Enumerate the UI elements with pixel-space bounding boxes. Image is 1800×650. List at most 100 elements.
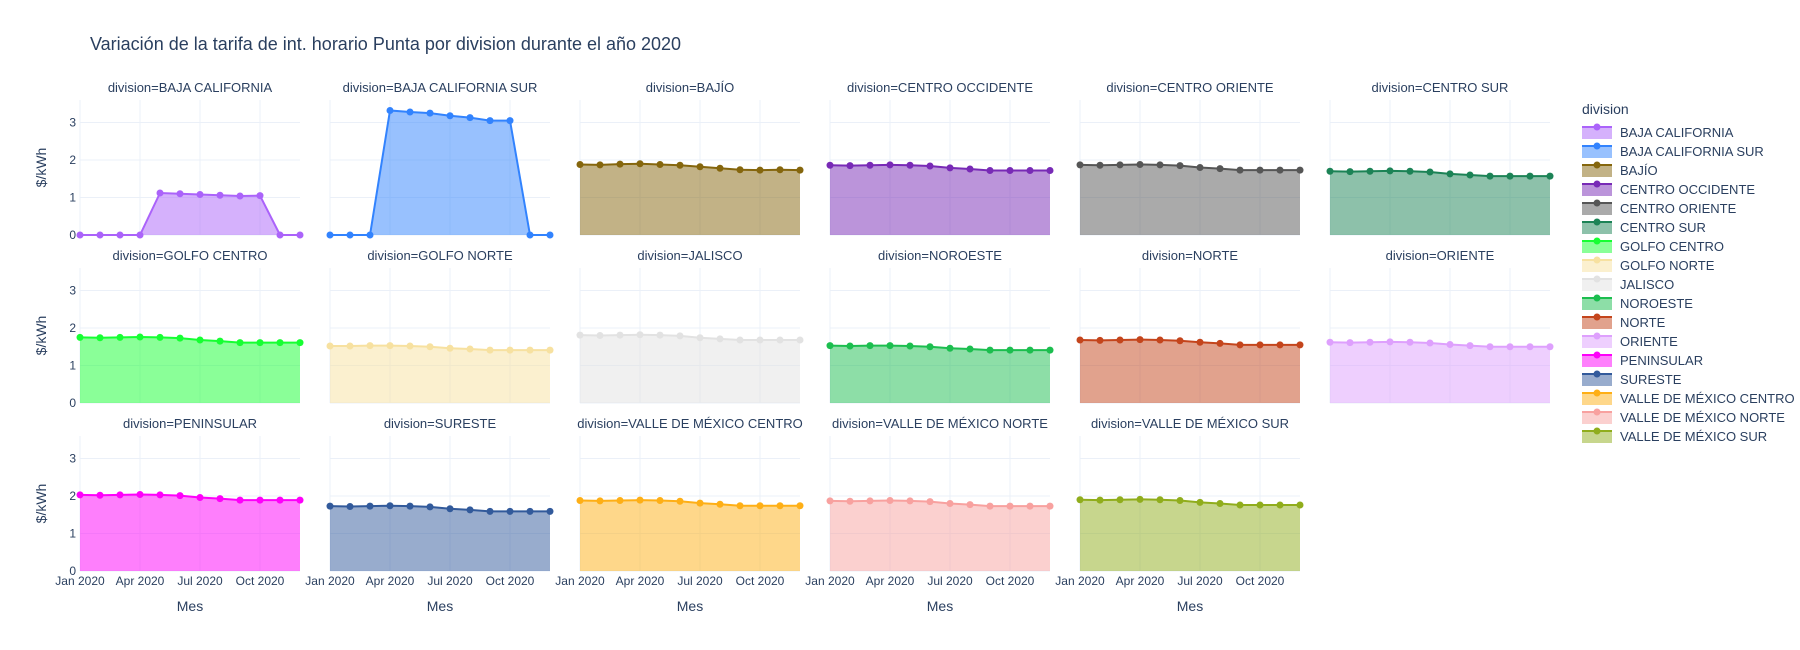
- data-point[interactable]: [696, 163, 704, 171]
- data-point[interactable]: [506, 507, 514, 515]
- data-point[interactable]: [196, 336, 204, 344]
- data-point[interactable]: [296, 231, 304, 239]
- data-point[interactable]: [1276, 166, 1284, 174]
- data-point[interactable]: [1346, 339, 1354, 347]
- data-point[interactable]: [926, 162, 934, 170]
- data-point[interactable]: [1196, 164, 1204, 171]
- data-point[interactable]: [656, 161, 664, 168]
- data-point[interactable]: [1046, 502, 1054, 510]
- data-point[interactable]: [366, 502, 374, 510]
- data-point[interactable]: [1216, 339, 1224, 347]
- data-point[interactable]: [466, 345, 474, 353]
- data-point[interactable]: [826, 161, 834, 169]
- data-point[interactable]: [656, 331, 664, 339]
- data-point[interactable]: [1046, 167, 1054, 174]
- data-point[interactable]: [656, 497, 664, 504]
- data-point[interactable]: [156, 189, 164, 197]
- data-point[interactable]: [486, 507, 494, 515]
- data-point[interactable]: [1526, 172, 1534, 180]
- data-point[interactable]: [1486, 172, 1494, 180]
- legend-item[interactable]: VALLE DE MÉXICO NORTE: [1582, 408, 1785, 426]
- data-point[interactable]: [1426, 339, 1434, 347]
- legend-item[interactable]: BAJÍO: [1582, 161, 1658, 179]
- data-point[interactable]: [1116, 161, 1124, 169]
- data-point[interactable]: [966, 345, 974, 353]
- data-point[interactable]: [986, 502, 994, 510]
- data-point[interactable]: [946, 344, 954, 352]
- data-point[interactable]: [1176, 162, 1184, 170]
- data-point[interactable]: [176, 492, 184, 500]
- data-point[interactable]: [866, 497, 874, 505]
- data-point[interactable]: [156, 333, 164, 341]
- legend-item[interactable]: PENINSULAR: [1582, 351, 1703, 369]
- legend-item[interactable]: JALISCO: [1582, 275, 1674, 293]
- data-point[interactable]: [136, 231, 144, 239]
- data-point[interactable]: [386, 342, 394, 350]
- data-point[interactable]: [1326, 167, 1334, 175]
- data-point[interactable]: [116, 491, 124, 499]
- data-point[interactable]: [776, 166, 784, 174]
- data-point[interactable]: [1386, 167, 1394, 175]
- data-point[interactable]: [506, 117, 514, 125]
- data-point[interactable]: [426, 343, 434, 351]
- data-point[interactable]: [1546, 172, 1554, 180]
- data-point[interactable]: [276, 231, 284, 239]
- data-point[interactable]: [216, 191, 224, 199]
- data-point[interactable]: [696, 499, 704, 507]
- data-point[interactable]: [1486, 343, 1494, 351]
- legend-item[interactable]: CENTRO ORIENTE: [1582, 199, 1737, 217]
- legend-item[interactable]: BAJA CALIFORNIA: [1582, 123, 1734, 141]
- data-point[interactable]: [1176, 497, 1184, 504]
- data-point[interactable]: [526, 507, 534, 515]
- data-point[interactable]: [1196, 338, 1204, 346]
- data-point[interactable]: [776, 336, 784, 344]
- data-point[interactable]: [716, 164, 724, 172]
- data-point[interactable]: [1156, 496, 1164, 504]
- legend-item[interactable]: GOLFO NORTE: [1582, 256, 1715, 274]
- data-point[interactable]: [1096, 336, 1104, 344]
- data-point[interactable]: [1096, 496, 1104, 504]
- data-point[interactable]: [1426, 168, 1434, 176]
- data-point[interactable]: [1506, 172, 1514, 180]
- data-point[interactable]: [386, 502, 394, 510]
- data-point[interactable]: [716, 500, 724, 508]
- data-point[interactable]: [1136, 495, 1144, 503]
- data-point[interactable]: [1046, 346, 1054, 354]
- data-point[interactable]: [1256, 501, 1264, 509]
- data-point[interactable]: [546, 346, 554, 354]
- data-point[interactable]: [1026, 346, 1034, 354]
- data-point[interactable]: [1296, 501, 1304, 509]
- data-point[interactable]: [1466, 342, 1474, 350]
- data-point[interactable]: [1466, 171, 1474, 179]
- data-point[interactable]: [76, 231, 84, 239]
- legend-item[interactable]: GOLFO CENTRO: [1582, 237, 1724, 255]
- data-point[interactable]: [886, 161, 894, 169]
- data-point[interactable]: [636, 160, 644, 168]
- data-point[interactable]: [136, 491, 144, 498]
- data-point[interactable]: [946, 164, 954, 172]
- data-point[interactable]: [1506, 343, 1514, 351]
- data-point[interactable]: [596, 161, 604, 169]
- data-point[interactable]: [736, 502, 744, 510]
- data-point[interactable]: [636, 331, 644, 339]
- data-point[interactable]: [826, 342, 834, 350]
- data-point[interactable]: [866, 161, 874, 169]
- data-point[interactable]: [1366, 338, 1374, 346]
- data-point[interactable]: [176, 334, 184, 342]
- data-point[interactable]: [1446, 341, 1454, 348]
- data-point[interactable]: [1136, 161, 1144, 168]
- data-point[interactable]: [76, 333, 84, 341]
- data-point[interactable]: [736, 336, 744, 344]
- data-point[interactable]: [236, 339, 244, 347]
- data-point[interactable]: [776, 502, 784, 510]
- data-point[interactable]: [966, 501, 974, 509]
- data-point[interactable]: [296, 496, 304, 504]
- legend-item[interactable]: VALLE DE MÉXICO SUR: [1582, 427, 1767, 445]
- data-point[interactable]: [526, 346, 534, 354]
- legend-item[interactable]: CENTRO SUR: [1582, 218, 1706, 236]
- data-point[interactable]: [116, 231, 124, 239]
- data-point[interactable]: [946, 500, 954, 507]
- data-point[interactable]: [576, 331, 584, 339]
- data-point[interactable]: [926, 498, 934, 506]
- data-point[interactable]: [716, 335, 724, 343]
